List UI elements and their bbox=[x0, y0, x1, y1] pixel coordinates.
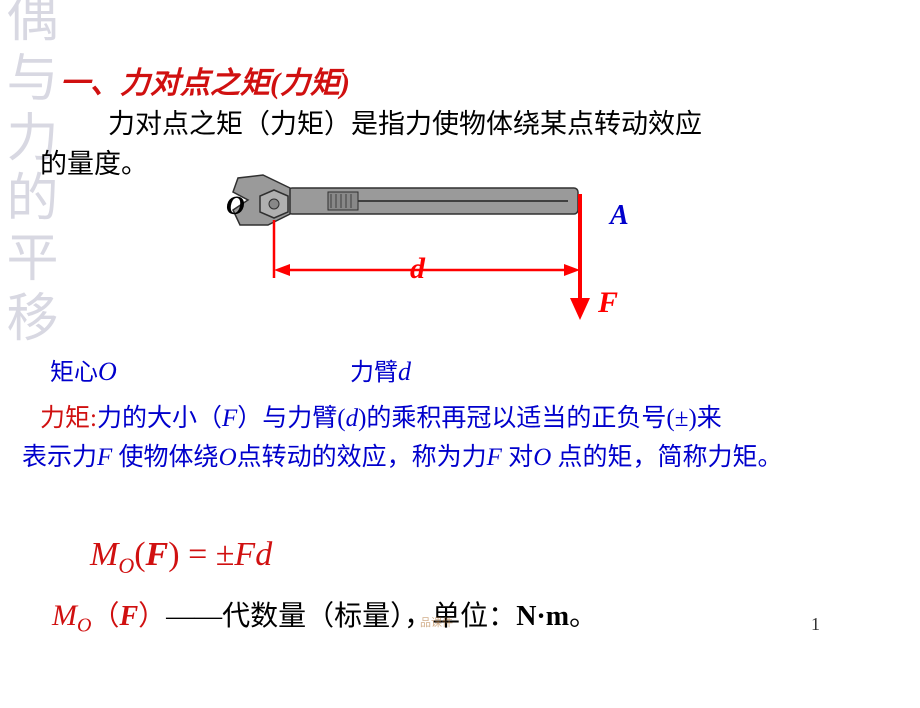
def-p2: ）与力臂( bbox=[237, 405, 345, 432]
unit-rp: ） bbox=[138, 601, 166, 632]
moment-definition: 力矩:力的大小（F）与力臂(d)的乘积再冠以适当的正负号(±)来 表示力F 使物… bbox=[22, 400, 902, 478]
footer-watermark: 品课件 bbox=[420, 614, 453, 630]
def-F1: F bbox=[222, 405, 237, 432]
def-l2c: 点转动的效应，称为力 bbox=[237, 444, 487, 471]
def-p1: 力的大小（ bbox=[97, 405, 222, 432]
formula-pm: ± bbox=[216, 536, 235, 573]
body-line-1: 力对点之矩（力矩）是指力使物体绕某点转动效应 bbox=[108, 104, 702, 145]
formula-M: M bbox=[90, 536, 118, 573]
unit-subO: O bbox=[77, 615, 91, 637]
svg-text:F: F bbox=[597, 286, 618, 319]
title-prefix: 一、 bbox=[60, 67, 120, 100]
arm-var: d bbox=[398, 357, 411, 386]
moment-center-var: O bbox=[98, 357, 117, 386]
def-p3: )的乘积再冠以适当的正负号(±)来 bbox=[358, 405, 722, 432]
def-prefix: 力矩: bbox=[40, 405, 97, 432]
unit-period: 。 bbox=[569, 601, 597, 632]
page-number: 1 bbox=[811, 614, 820, 635]
unit-nm: N·m bbox=[516, 601, 569, 632]
def-O1: O bbox=[219, 444, 237, 471]
body-line-2: 的量度。 bbox=[40, 144, 148, 185]
unit-lp: （ bbox=[91, 601, 119, 632]
def-l2a: 表示力 bbox=[22, 444, 97, 471]
formula-rparen: ) bbox=[168, 536, 179, 573]
def-l2b: 使物体绕 bbox=[119, 444, 219, 471]
svg-text:O: O bbox=[226, 191, 245, 220]
def-l2d: 对 bbox=[508, 444, 533, 471]
wrench-diagram: O A d F bbox=[178, 170, 668, 335]
unit-F: F bbox=[119, 601, 138, 632]
unit-description: MO（F）——代数量（标量），单位：N·m。 bbox=[52, 594, 597, 638]
def-F2: F bbox=[97, 444, 119, 471]
formula-Fd: Fd bbox=[234, 536, 272, 573]
svg-text:d: d bbox=[410, 252, 426, 285]
arm-text: 力臂 bbox=[350, 360, 398, 386]
unit-dash: —— bbox=[166, 601, 222, 632]
formula-lparen: ( bbox=[134, 536, 145, 573]
section-title: 一、力对点之矩(力矩) bbox=[60, 58, 350, 102]
formula-eq: = bbox=[180, 536, 216, 573]
moment-formula: MO(F) = ±Fd bbox=[90, 536, 272, 579]
label-force-arm: 力臂d bbox=[350, 352, 411, 387]
diagram-svg: O A d F bbox=[178, 170, 668, 335]
formula-F: F bbox=[146, 536, 169, 573]
unit-M: M bbox=[52, 599, 77, 632]
def-O2: O bbox=[533, 444, 557, 471]
svg-text:A: A bbox=[608, 200, 629, 231]
moment-center-text: 矩心 bbox=[50, 360, 98, 386]
label-moment-center: 矩心O bbox=[50, 352, 117, 387]
def-F3: F bbox=[487, 444, 509, 471]
formula-sub-O: O bbox=[118, 553, 134, 578]
def-l2e: 点的矩，简称力矩。 bbox=[558, 444, 783, 471]
def-d1: d bbox=[346, 405, 359, 432]
unit-text: 代数量（标量），单位： bbox=[222, 601, 516, 632]
title-main: 力对点之矩(力矩) bbox=[120, 67, 350, 100]
